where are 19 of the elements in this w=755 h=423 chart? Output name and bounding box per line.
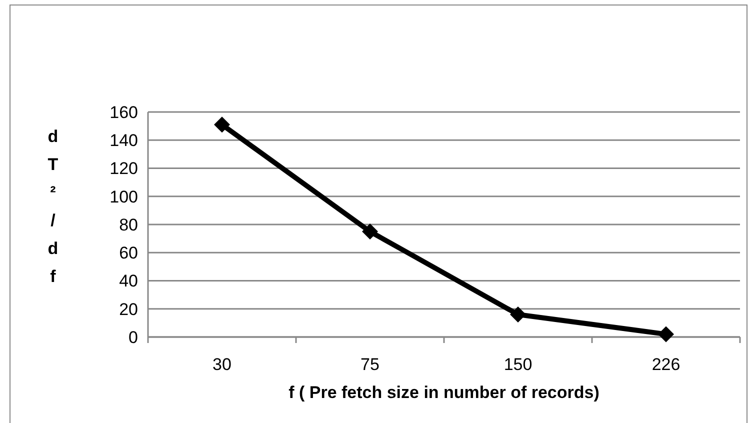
y-tick-label: 80	[119, 215, 138, 234]
x-axis-title: f ( Pre fetch size in number of records)	[288, 382, 600, 402]
y-tick-label: 60	[119, 244, 138, 263]
x-tick-label: 150	[504, 354, 532, 374]
point	[658, 326, 674, 342]
x-tick-label: 75	[360, 354, 380, 374]
x-tick-label: 30	[212, 354, 232, 374]
point	[214, 116, 230, 133]
point	[510, 306, 526, 322]
y-tick-label: 40	[119, 272, 138, 291]
y-tick-label: 0	[128, 328, 138, 347]
y-tick-label: 160	[110, 102, 138, 122]
point	[362, 224, 378, 240]
y-tick-label: 140	[110, 131, 138, 150]
y-axis-title: dT²/df	[48, 127, 59, 286]
y-tick-label: 20	[119, 300, 138, 319]
x-tick-label: 226	[652, 354, 680, 374]
y-tick-label: 100	[110, 187, 138, 206]
y-tick-label: 120	[110, 159, 138, 178]
